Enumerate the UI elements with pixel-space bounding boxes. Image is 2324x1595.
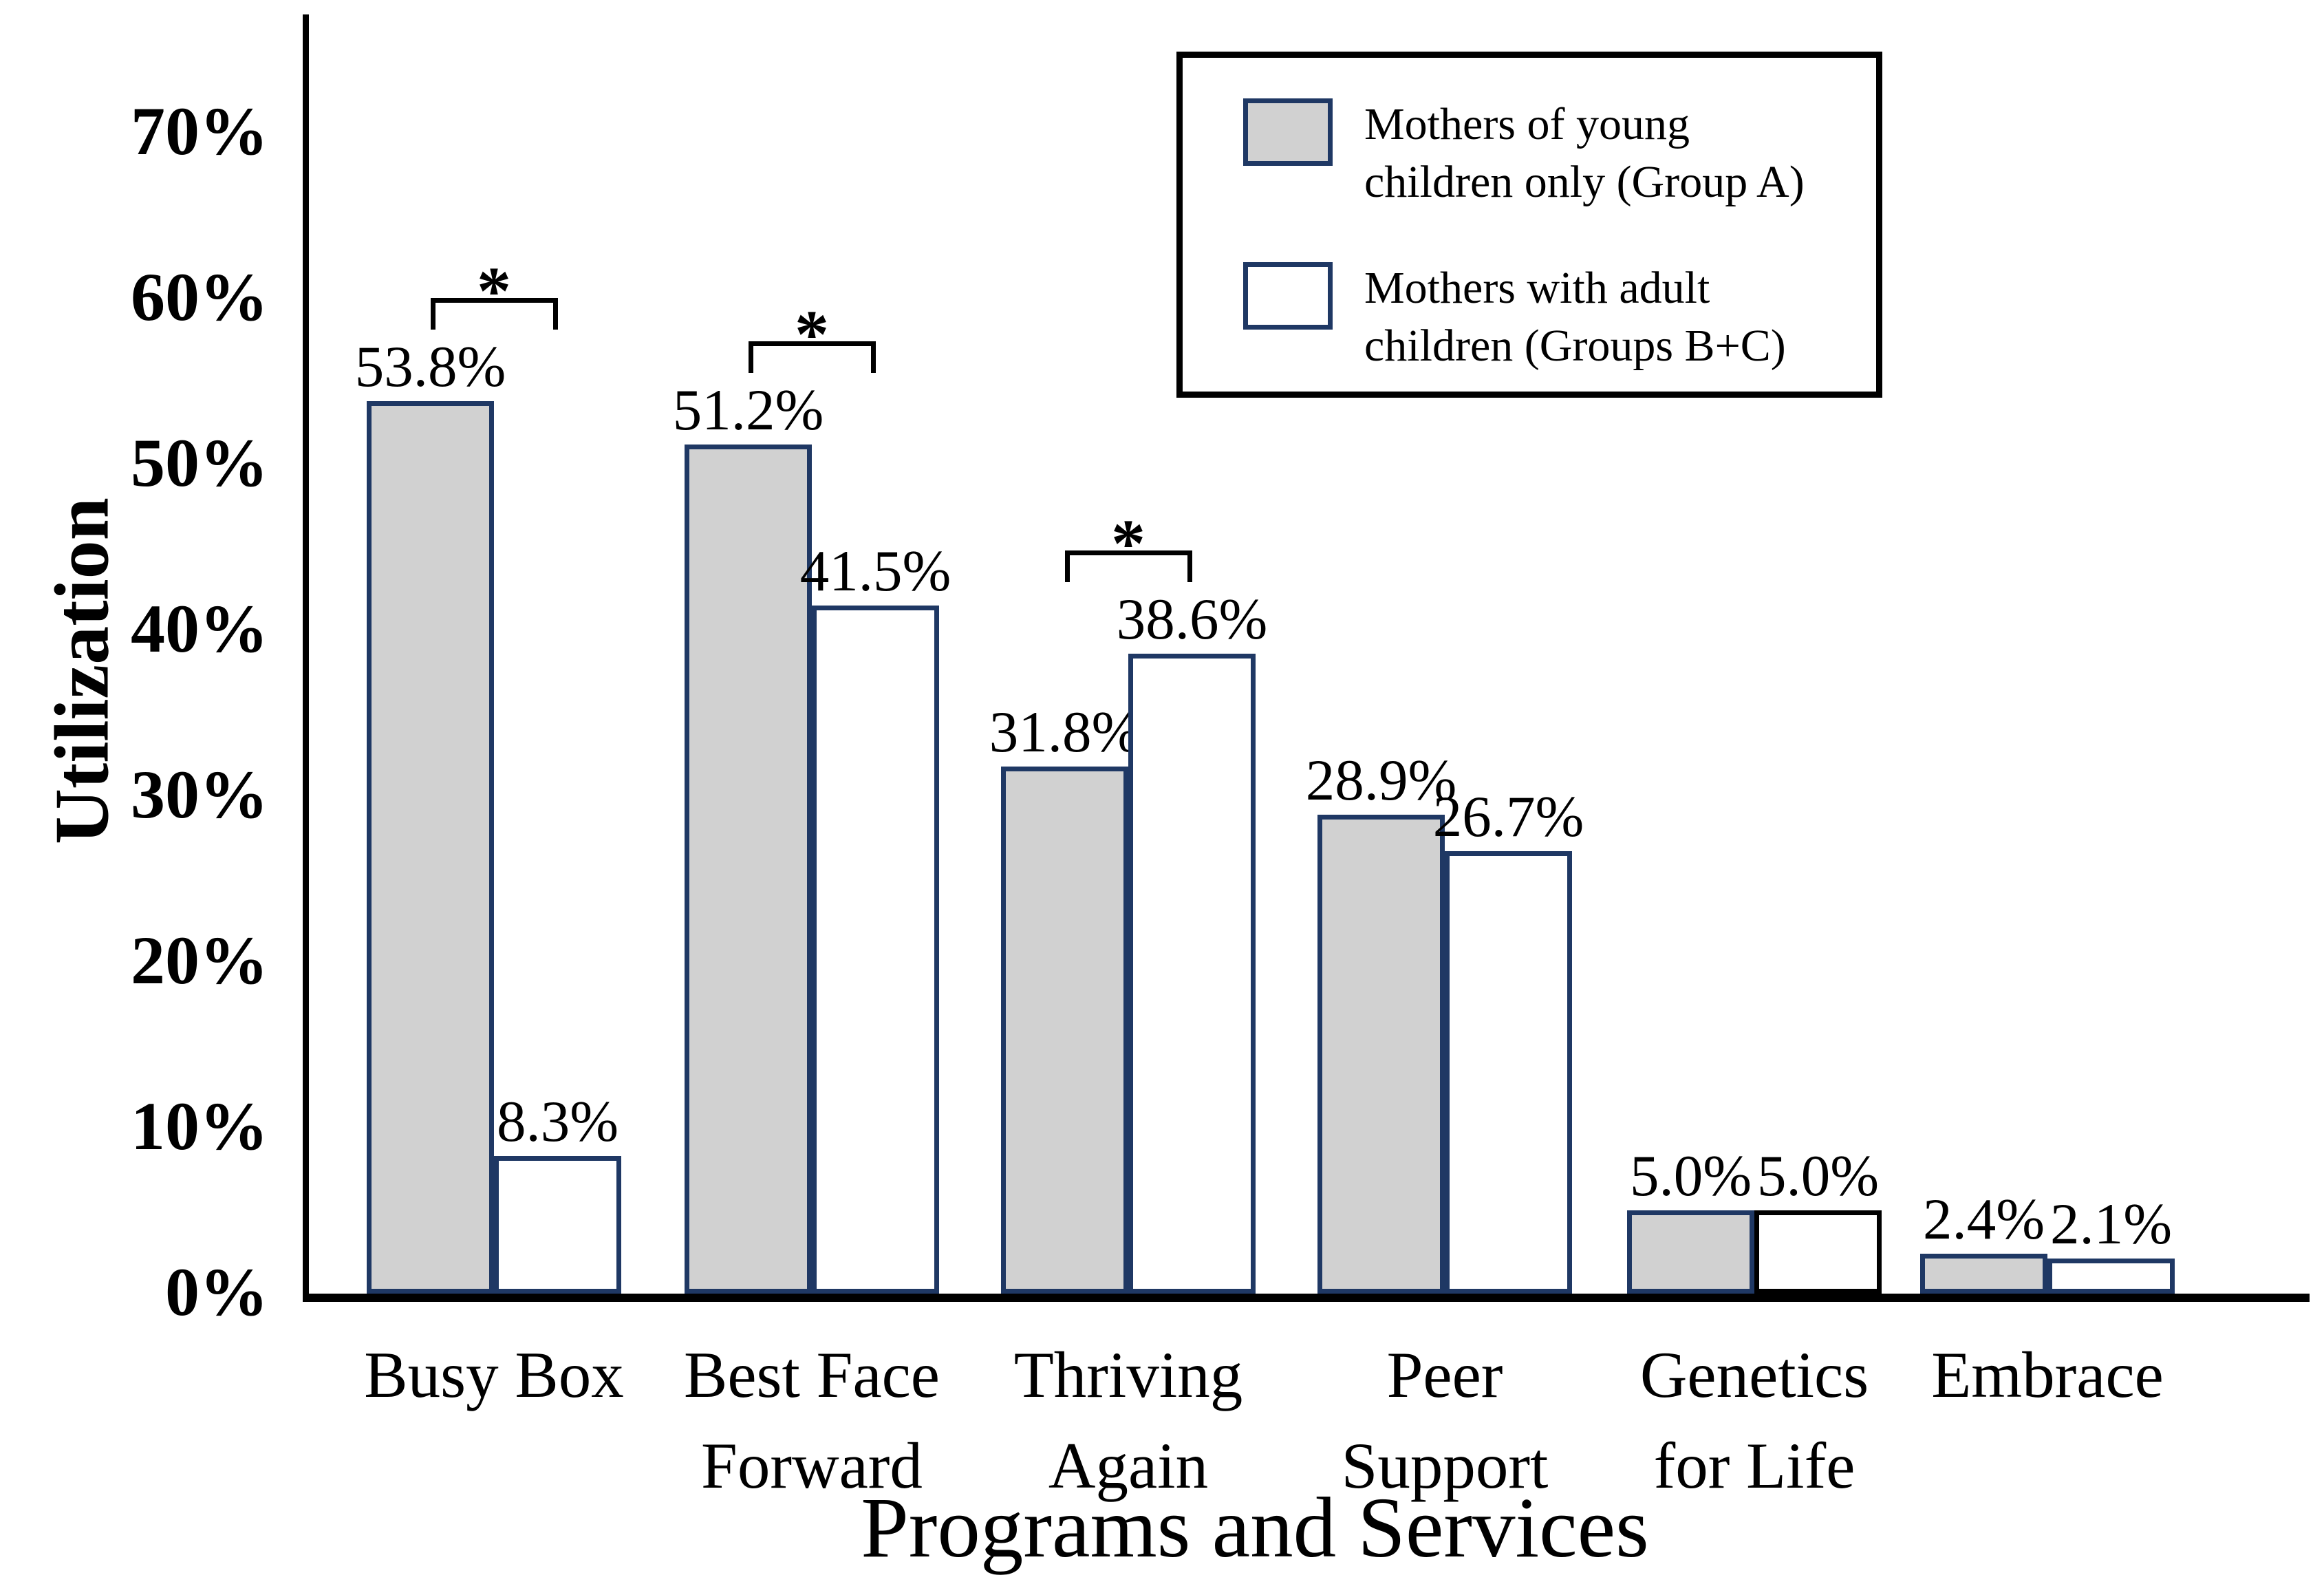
- bar: [812, 606, 939, 1294]
- category-label: Thriving Again: [915, 1329, 1342, 1511]
- legend-label-line: children only (Group A): [1364, 157, 1805, 207]
- y-tick-label: 60%: [131, 259, 268, 335]
- significance-asterisk: *: [795, 296, 829, 372]
- category-label: Busy Box: [281, 1329, 707, 1420]
- category-label-line: Peer: [1386, 1338, 1503, 1411]
- category-label: Genetics for Life: [1541, 1329, 1968, 1511]
- category-label-line: Support: [1341, 1429, 1549, 1502]
- bar: [1001, 767, 1128, 1294]
- significance-asterisk: *: [477, 253, 511, 329]
- significance-asterisk: *: [1111, 505, 1145, 581]
- legend-item: Mothers with adult children (Groups B+C): [1243, 259, 1862, 375]
- bar: [367, 401, 494, 1294]
- significance-bracket: [748, 341, 876, 373]
- bar: [1754, 1210, 1882, 1294]
- category-label-line: Thriving: [1013, 1338, 1243, 1411]
- category-label-line: Forward: [701, 1429, 923, 1502]
- category-label-line: Embrace: [1931, 1338, 2164, 1411]
- bar-value-label: 51.2%: [672, 378, 824, 442]
- bar-value-label: 41.5%: [799, 539, 951, 603]
- y-axis-line: [303, 14, 309, 1302]
- legend-swatch: [1243, 262, 1333, 330]
- y-tick-label: 30%: [131, 756, 268, 833]
- legend-item: Mothers of young children only (Group A): [1243, 96, 1862, 211]
- bar-value-label: 53.8%: [354, 334, 506, 399]
- legend-label: Mothers of young children only (Group A): [1364, 96, 1805, 211]
- category-label-line: Best Face: [684, 1338, 940, 1411]
- category-label-line: Busy Box: [364, 1338, 624, 1411]
- bar-value-label: 2.4%: [1922, 1187, 2045, 1252]
- bar-value-label: 5.0%: [1756, 1144, 1880, 1208]
- bar: [1627, 1210, 1754, 1294]
- bar-value-label: 28.9%: [1305, 748, 1457, 813]
- legend-label: Mothers with adult children (Groups B+C): [1364, 259, 1786, 375]
- y-tick-label: 50%: [131, 425, 268, 501]
- y-tick-label: 70%: [131, 93, 268, 169]
- significance-bracket: [430, 298, 558, 330]
- bar-value-label: 38.6%: [1116, 587, 1268, 652]
- bar: [494, 1156, 621, 1294]
- legend-label-line: Mothers with adult: [1364, 263, 1710, 313]
- bar: [1445, 851, 1572, 1294]
- bar: [1920, 1254, 2047, 1294]
- x-axis-line: [303, 1294, 2310, 1302]
- bar-value-label: 26.7%: [1432, 784, 1584, 849]
- legend-swatch: [1243, 98, 1333, 166]
- category-label: Peer Support: [1231, 1329, 1658, 1511]
- bar-value-label: 2.1%: [2049, 1192, 2173, 1256]
- y-tick-label: 10%: [131, 1088, 268, 1164]
- legend-label-line: children (Groups B+C): [1364, 321, 1786, 371]
- category-label-line: Genetics: [1639, 1338, 1869, 1411]
- legend-box: Mothers of young children only (Group A) M…: [1176, 52, 1882, 398]
- y-tick-label: 40%: [131, 590, 268, 667]
- significance-bracket: [1064, 550, 1192, 582]
- y-tick-label: 0%: [165, 1254, 268, 1330]
- category-label-line: for Life: [1653, 1429, 1855, 1502]
- category-label-line: Again: [1048, 1429, 1209, 1502]
- bar-value-label: 31.8%: [989, 700, 1141, 764]
- bar: [1317, 815, 1445, 1294]
- bar-value-label: 5.0%: [1629, 1144, 1752, 1208]
- legend-label-line: Mothers of young: [1364, 99, 1690, 149]
- bar: [685, 445, 812, 1294]
- bar-value-label: 8.3%: [496, 1089, 619, 1154]
- bar: [2047, 1259, 2175, 1294]
- bar: [1128, 654, 1256, 1294]
- y-tick-label: 20%: [131, 922, 268, 998]
- x-axis-title: Programs and Services: [861, 1481, 1649, 1576]
- category-label: Best Face Forward: [599, 1329, 1025, 1511]
- category-label: Embrace: [1834, 1329, 2261, 1420]
